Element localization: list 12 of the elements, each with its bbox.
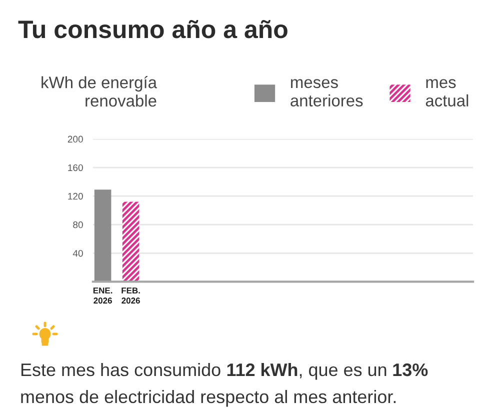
- legend-label: meses anteriores: [290, 79, 363, 106]
- y-tick-label: 160: [68, 164, 83, 172]
- chart-title: Tu consumo año a año: [18, 20, 288, 38]
- y-tick-label: 40: [72, 250, 83, 257]
- legend-label: mes actual: [426, 79, 468, 106]
- y-tick-label: 80: [73, 221, 83, 228]
- x-tick-label: ENE. 2026: [93, 288, 112, 304]
- text: Este mes has consumido 112 kWh, que es un 13% menos de electricidad respecto al mes anterior.: [21, 362, 428, 407]
- x-tick-label: FEB. 2026: [122, 288, 140, 304]
- y-tick-label: 120: [68, 192, 83, 200]
- y-axis-title: kWh de energía renovable: [42, 76, 158, 107]
- y-tick-label: 200: [68, 136, 83, 143]
